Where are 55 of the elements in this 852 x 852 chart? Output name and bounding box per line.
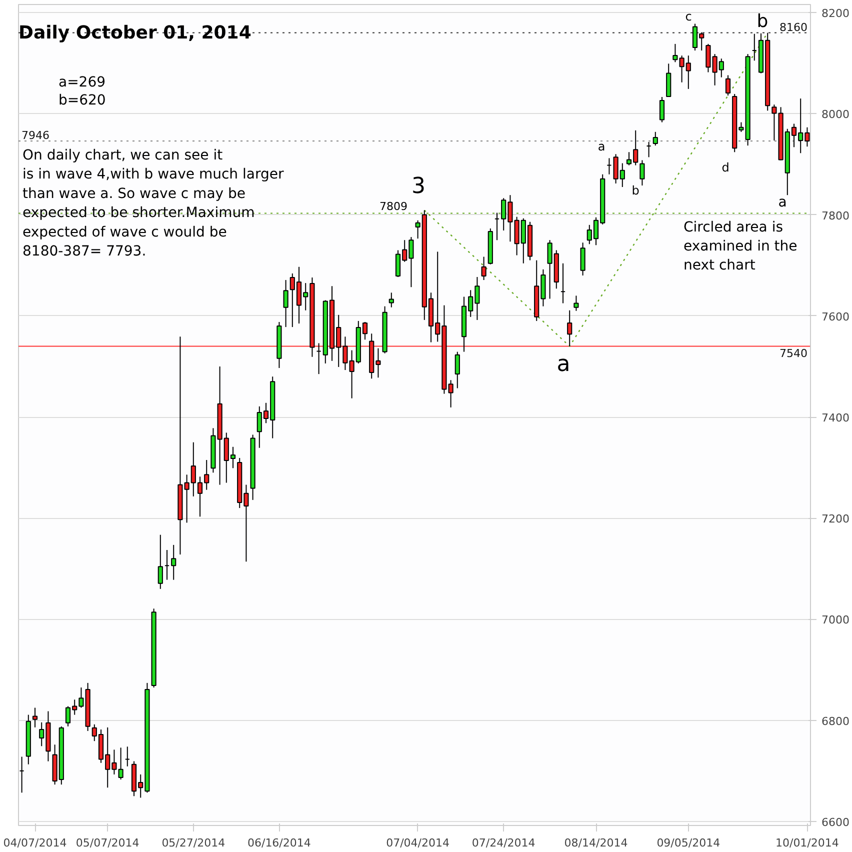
candlestick: [640, 160, 645, 186]
candlestick: [772, 104, 777, 141]
y-tick-label: 7200: [822, 512, 850, 526]
candlestick: [706, 43, 711, 73]
candlestick: [580, 242, 586, 276]
annotation: a: [556, 352, 570, 377]
x-tick-label: 09/05/2014: [656, 836, 720, 850]
y-tick-label: 7600: [822, 310, 850, 324]
candlestick: [388, 292, 394, 308]
y-tick-label: 7400: [822, 412, 850, 425]
ref-line-label: 8160: [780, 20, 808, 34]
annotation: a=269: [58, 74, 106, 90]
y-tick-label: 6600: [822, 816, 850, 829]
annotation: a: [598, 140, 606, 154]
annotation: a: [778, 194, 787, 210]
x-tick-label: 06/16/2014: [248, 836, 311, 850]
candlestick: [567, 310, 572, 347]
candlestick: [672, 43, 678, 63]
ref-line-label: 7540: [780, 347, 808, 360]
candlestick: [574, 295, 579, 312]
candlestick: [725, 74, 731, 96]
x-tick-label: 07/24/2014: [472, 836, 536, 850]
annotation: Circled area is examined in the next chart: [684, 219, 798, 274]
y-tick-label: 8000: [822, 108, 850, 122]
annotation: c: [685, 10, 692, 24]
annotation: On daily chart, we can see it is in wave 4,with b wave much larger than wave a. So wave c may be expected to be shorter.Maximum expected of wave c would be 8180-387= 7793.: [22, 148, 284, 260]
candlestick: [118, 747, 124, 780]
text: Daily October 01, 2014: [18, 22, 252, 44]
candlestick: [32, 707, 38, 728]
ref-line-label: 7946: [22, 128, 50, 142]
y-tick-label: 8200: [822, 7, 850, 20]
candlestick: [652, 131, 658, 146]
y-tick-label: 7000: [822, 614, 850, 627]
x-tick-label: 08/14/2014: [564, 836, 628, 850]
y-tick-label: 7800: [822, 209, 850, 222]
annotation: d: [722, 160, 730, 174]
annotation: 7809: [380, 200, 408, 213]
candlestick: [666, 63, 672, 98]
x-tick-label: 10/01/2014: [776, 836, 839, 850]
candlestick: [448, 380, 454, 408]
x-tick-label: 04/07/2014: [3, 836, 67, 850]
candlestick: [659, 96, 665, 123]
candlestick: [454, 351, 460, 389]
candlestick: [171, 544, 176, 580]
candlestick: [283, 280, 288, 328]
annotation: b: [756, 11, 768, 32]
x-tick-label: 05/07/2014: [76, 836, 140, 850]
candlestick: [158, 534, 163, 590]
annotation: b: [632, 184, 640, 198]
x-tick-label: 07/04/2014: [386, 836, 450, 850]
x-tick-label: 05/27/2014: [162, 836, 226, 850]
annotation: b=620: [58, 92, 106, 108]
annotation: 3: [412, 174, 426, 199]
y-tick-label: 6800: [822, 714, 850, 728]
candlestick: [481, 256, 486, 281]
